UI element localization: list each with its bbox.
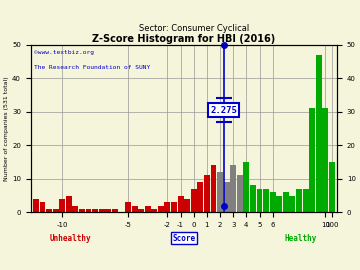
- Bar: [105, 209, 111, 212]
- Bar: [158, 205, 164, 212]
- Bar: [112, 209, 118, 212]
- Bar: [46, 209, 52, 212]
- Text: Unhealthy: Unhealthy: [50, 234, 91, 243]
- Bar: [257, 189, 262, 212]
- Bar: [191, 189, 197, 212]
- Bar: [177, 195, 184, 212]
- Title: Z-Score Histogram for HBI (2016): Z-Score Histogram for HBI (2016): [92, 34, 275, 44]
- Bar: [138, 209, 144, 212]
- Bar: [316, 55, 321, 212]
- Bar: [86, 209, 91, 212]
- Bar: [151, 209, 157, 212]
- Bar: [165, 202, 170, 212]
- Bar: [72, 205, 78, 212]
- Text: Healthy: Healthy: [284, 234, 316, 243]
- Bar: [197, 182, 203, 212]
- Bar: [66, 195, 72, 212]
- Bar: [329, 162, 335, 212]
- Bar: [204, 176, 210, 212]
- Text: 2.275: 2.275: [210, 106, 237, 114]
- Text: ©www.textbiz.org: ©www.textbiz.org: [34, 50, 94, 55]
- Bar: [92, 209, 98, 212]
- Bar: [145, 205, 151, 212]
- Text: Sector: Consumer Cyclical: Sector: Consumer Cyclical: [139, 24, 249, 33]
- Bar: [79, 209, 85, 212]
- Bar: [230, 165, 236, 212]
- Text: The Research Foundation of SUNY: The Research Foundation of SUNY: [34, 65, 150, 70]
- Bar: [263, 189, 269, 212]
- Bar: [217, 172, 223, 212]
- Bar: [184, 199, 190, 212]
- Bar: [99, 209, 105, 212]
- Bar: [296, 189, 302, 212]
- Bar: [283, 192, 289, 212]
- Bar: [270, 192, 276, 212]
- Bar: [237, 176, 243, 212]
- Bar: [276, 195, 282, 212]
- Bar: [250, 185, 256, 212]
- Bar: [59, 199, 65, 212]
- Bar: [171, 202, 177, 212]
- Bar: [33, 199, 39, 212]
- Bar: [132, 205, 138, 212]
- Bar: [40, 202, 45, 212]
- Bar: [53, 209, 59, 212]
- Bar: [211, 165, 216, 212]
- Bar: [243, 162, 249, 212]
- Y-axis label: Number of companies (531 total): Number of companies (531 total): [4, 76, 9, 181]
- Bar: [125, 202, 131, 212]
- Bar: [309, 108, 315, 212]
- Bar: [303, 189, 309, 212]
- Bar: [224, 182, 230, 212]
- Bar: [289, 195, 295, 212]
- Text: Score: Score: [172, 234, 195, 243]
- Bar: [322, 108, 328, 212]
